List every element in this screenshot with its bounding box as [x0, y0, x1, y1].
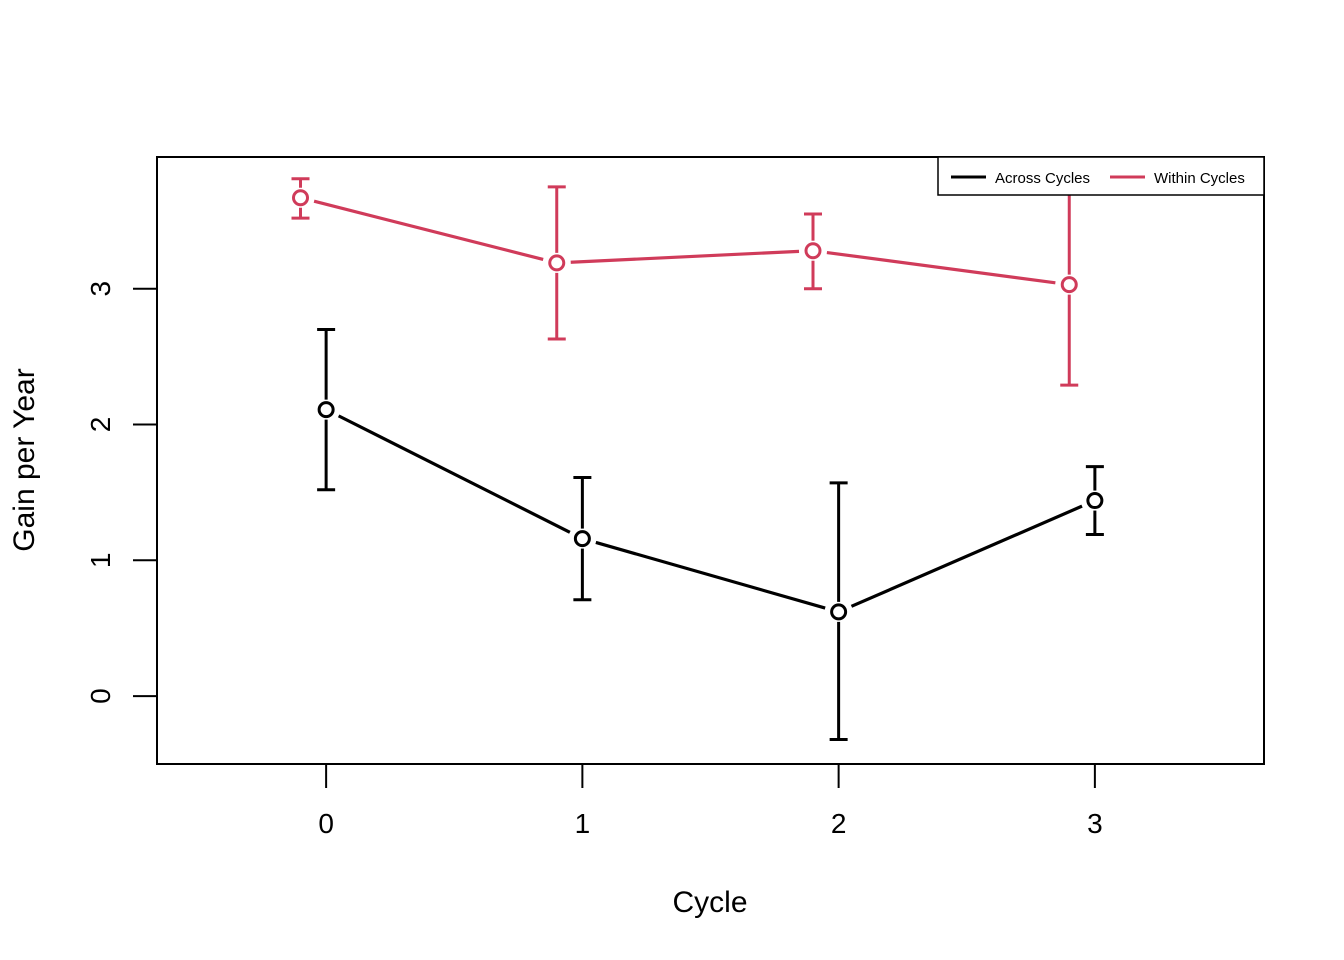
x-tick-label: 1 [575, 808, 591, 839]
series-line-segment [337, 414, 571, 534]
y-tick-label: 2 [85, 417, 116, 433]
series-across-cycles [317, 327, 1104, 742]
series-line-segment [595, 540, 826, 610]
data-point [317, 401, 335, 419]
x-tick-label: 2 [831, 808, 847, 839]
legend: Across Cycles Within Cycles [937, 156, 1265, 196]
y-tick-label: 3 [85, 281, 116, 297]
legend-label-within: Within Cycles [1154, 170, 1245, 187]
series-layer [291, 177, 1104, 742]
data-point [292, 189, 309, 207]
legend-label-across: Across Cycles [995, 170, 1090, 187]
y-axis: 0 1 2 3 [85, 281, 157, 704]
data-point [1060, 276, 1078, 294]
y-tick-label: 1 [85, 553, 116, 569]
series-line-segment [850, 504, 1083, 608]
series-line-segment [313, 199, 544, 262]
plot-frame [156, 156, 1265, 765]
legend-box [937, 156, 1265, 196]
x-tick-label: 3 [1087, 808, 1103, 839]
data-point [830, 603, 848, 621]
data-point [548, 254, 566, 272]
x-axis: 0 1 2 3 [318, 764, 1103, 839]
data-point [573, 530, 591, 548]
series-line-segment [826, 250, 1056, 285]
y-axis-title: Gain per Year [8, 368, 41, 551]
x-axis-title: Cycle [672, 886, 747, 919]
series-within-cycles [291, 177, 1079, 387]
x-tick-label: 0 [318, 808, 334, 839]
y-tick-label: 0 [85, 688, 116, 704]
data-point [804, 242, 822, 260]
data-point [1086, 492, 1104, 510]
series-line-segment [570, 249, 800, 264]
